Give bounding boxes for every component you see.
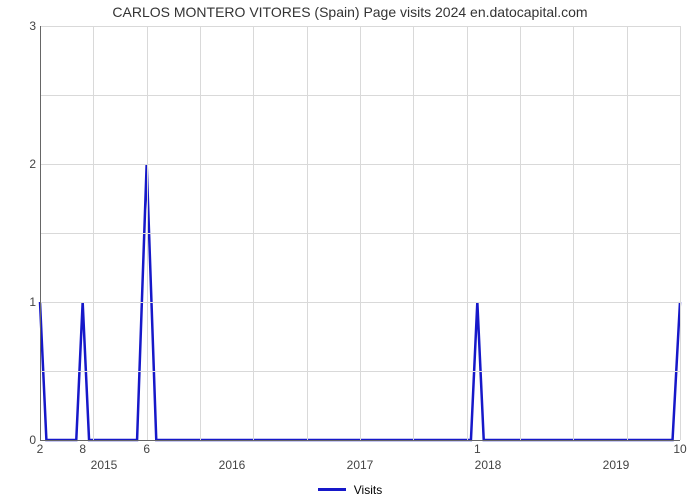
x-major-label: 2016 [202,458,262,472]
x-major-label: 2015 [74,458,134,472]
gridline-v [200,26,201,440]
y-tick-label: 3 [22,19,36,33]
x-value-label: 2 [30,442,50,456]
visits-line-chart: CARLOS MONTERO VITORES (Spain) Page visi… [0,0,700,500]
x-value-label: 6 [137,442,157,456]
gridline-v [93,26,94,440]
y-tick-label: 1 [22,295,36,309]
legend-swatch-visits [318,488,346,491]
gridline-v [253,26,254,440]
gridline-v [573,26,574,440]
x-value-label: 8 [73,442,93,456]
gridline-v [360,26,361,440]
gridline-v [413,26,414,440]
x-major-label: 2017 [330,458,390,472]
gridline-v [307,26,308,440]
plot-area [40,26,680,440]
y-axis-line [40,26,41,440]
chart-title: CARLOS MONTERO VITORES (Spain) Page visi… [0,4,700,20]
gridline-v [627,26,628,440]
gridline-v [147,26,148,440]
x-major-label: 2019 [586,458,646,472]
gridline-v [680,26,681,440]
y-tick-label: 2 [22,157,36,171]
x-major-label: 2018 [458,458,518,472]
gridline-v [520,26,521,440]
legend-label-visits: Visits [354,483,382,497]
gridline-v [467,26,468,440]
x-axis-line [40,440,680,441]
legend-item-visits: Visits [318,483,382,497]
legend: Visits [0,480,700,497]
x-value-label: 1 [467,442,487,456]
x-value-label: 10 [670,442,690,456]
